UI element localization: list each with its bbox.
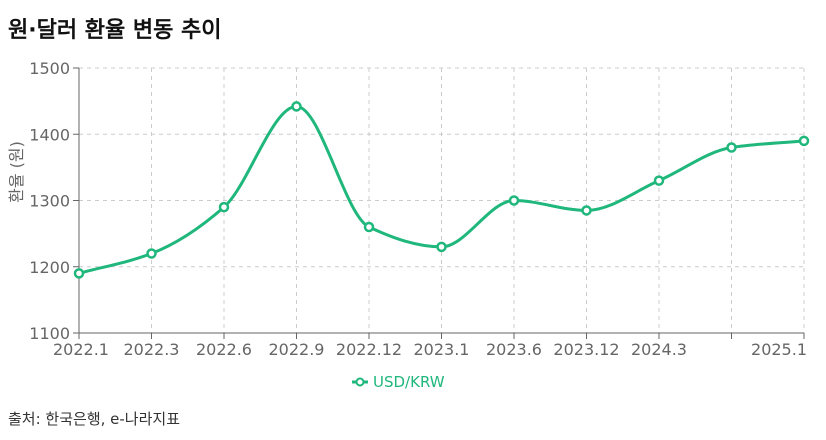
page-title: 원·달러 환율 변동 추이 [8,18,222,43]
x-tick-label: 2024.3 [631,340,687,359]
x-tick-label: 2023.6 [486,340,542,359]
data-point[interactable] [218,201,230,213]
data-point[interactable] [73,268,85,279]
data-point[interactable] [146,248,157,259]
x-tick-label: 2023.1 [414,340,470,359]
data-point[interactable] [653,175,665,186]
x-tick-label: 2022.12 [336,340,402,359]
y-tick-label: 1500 [29,59,70,78]
data-point[interactable] [291,101,302,112]
x-tick-label: 2023.12 [553,340,619,359]
series-line [78,104,805,275]
data-point[interactable] [798,135,810,147]
data-point[interactable] [581,205,592,216]
x-tick-label: 2022.3 [124,340,180,359]
x-tick-label: 2022.9 [269,340,325,359]
y-tick-label: 1300 [29,192,70,211]
grid-layer [79,67,805,333]
x-tick-label: 2025.1 [751,340,807,359]
data-point[interactable] [436,241,447,253]
data-point[interactable] [363,221,375,233]
legend[interactable]: USD/KRW [352,373,445,391]
x-tick-label: 2022.1 [53,340,109,359]
y-tick-label: 1100 [29,324,70,343]
legend-label: USD/KRW [373,373,445,391]
data-point[interactable] [508,195,520,206]
y-axis-label: 환율 (원) [7,141,26,203]
source-note: 출처: 한국은행, e-나라지표 [8,410,180,428]
series-layer [73,101,810,279]
data-point[interactable] [726,142,737,153]
x-tick-label: 2022.6 [196,340,252,359]
y-tick-label: 1400 [29,125,70,144]
y-tick-label: 1200 [29,258,70,277]
exchange-rate-line-chart: 1100 1200 1300 1400 1500 2022.1 2022.3 2022.6 20… [7,59,810,391]
legend-marker-icon [355,377,365,387]
axis-layer: 1100 1200 1300 1400 1500 2022.1 2022.3 2022.6 20… [29,59,807,359]
